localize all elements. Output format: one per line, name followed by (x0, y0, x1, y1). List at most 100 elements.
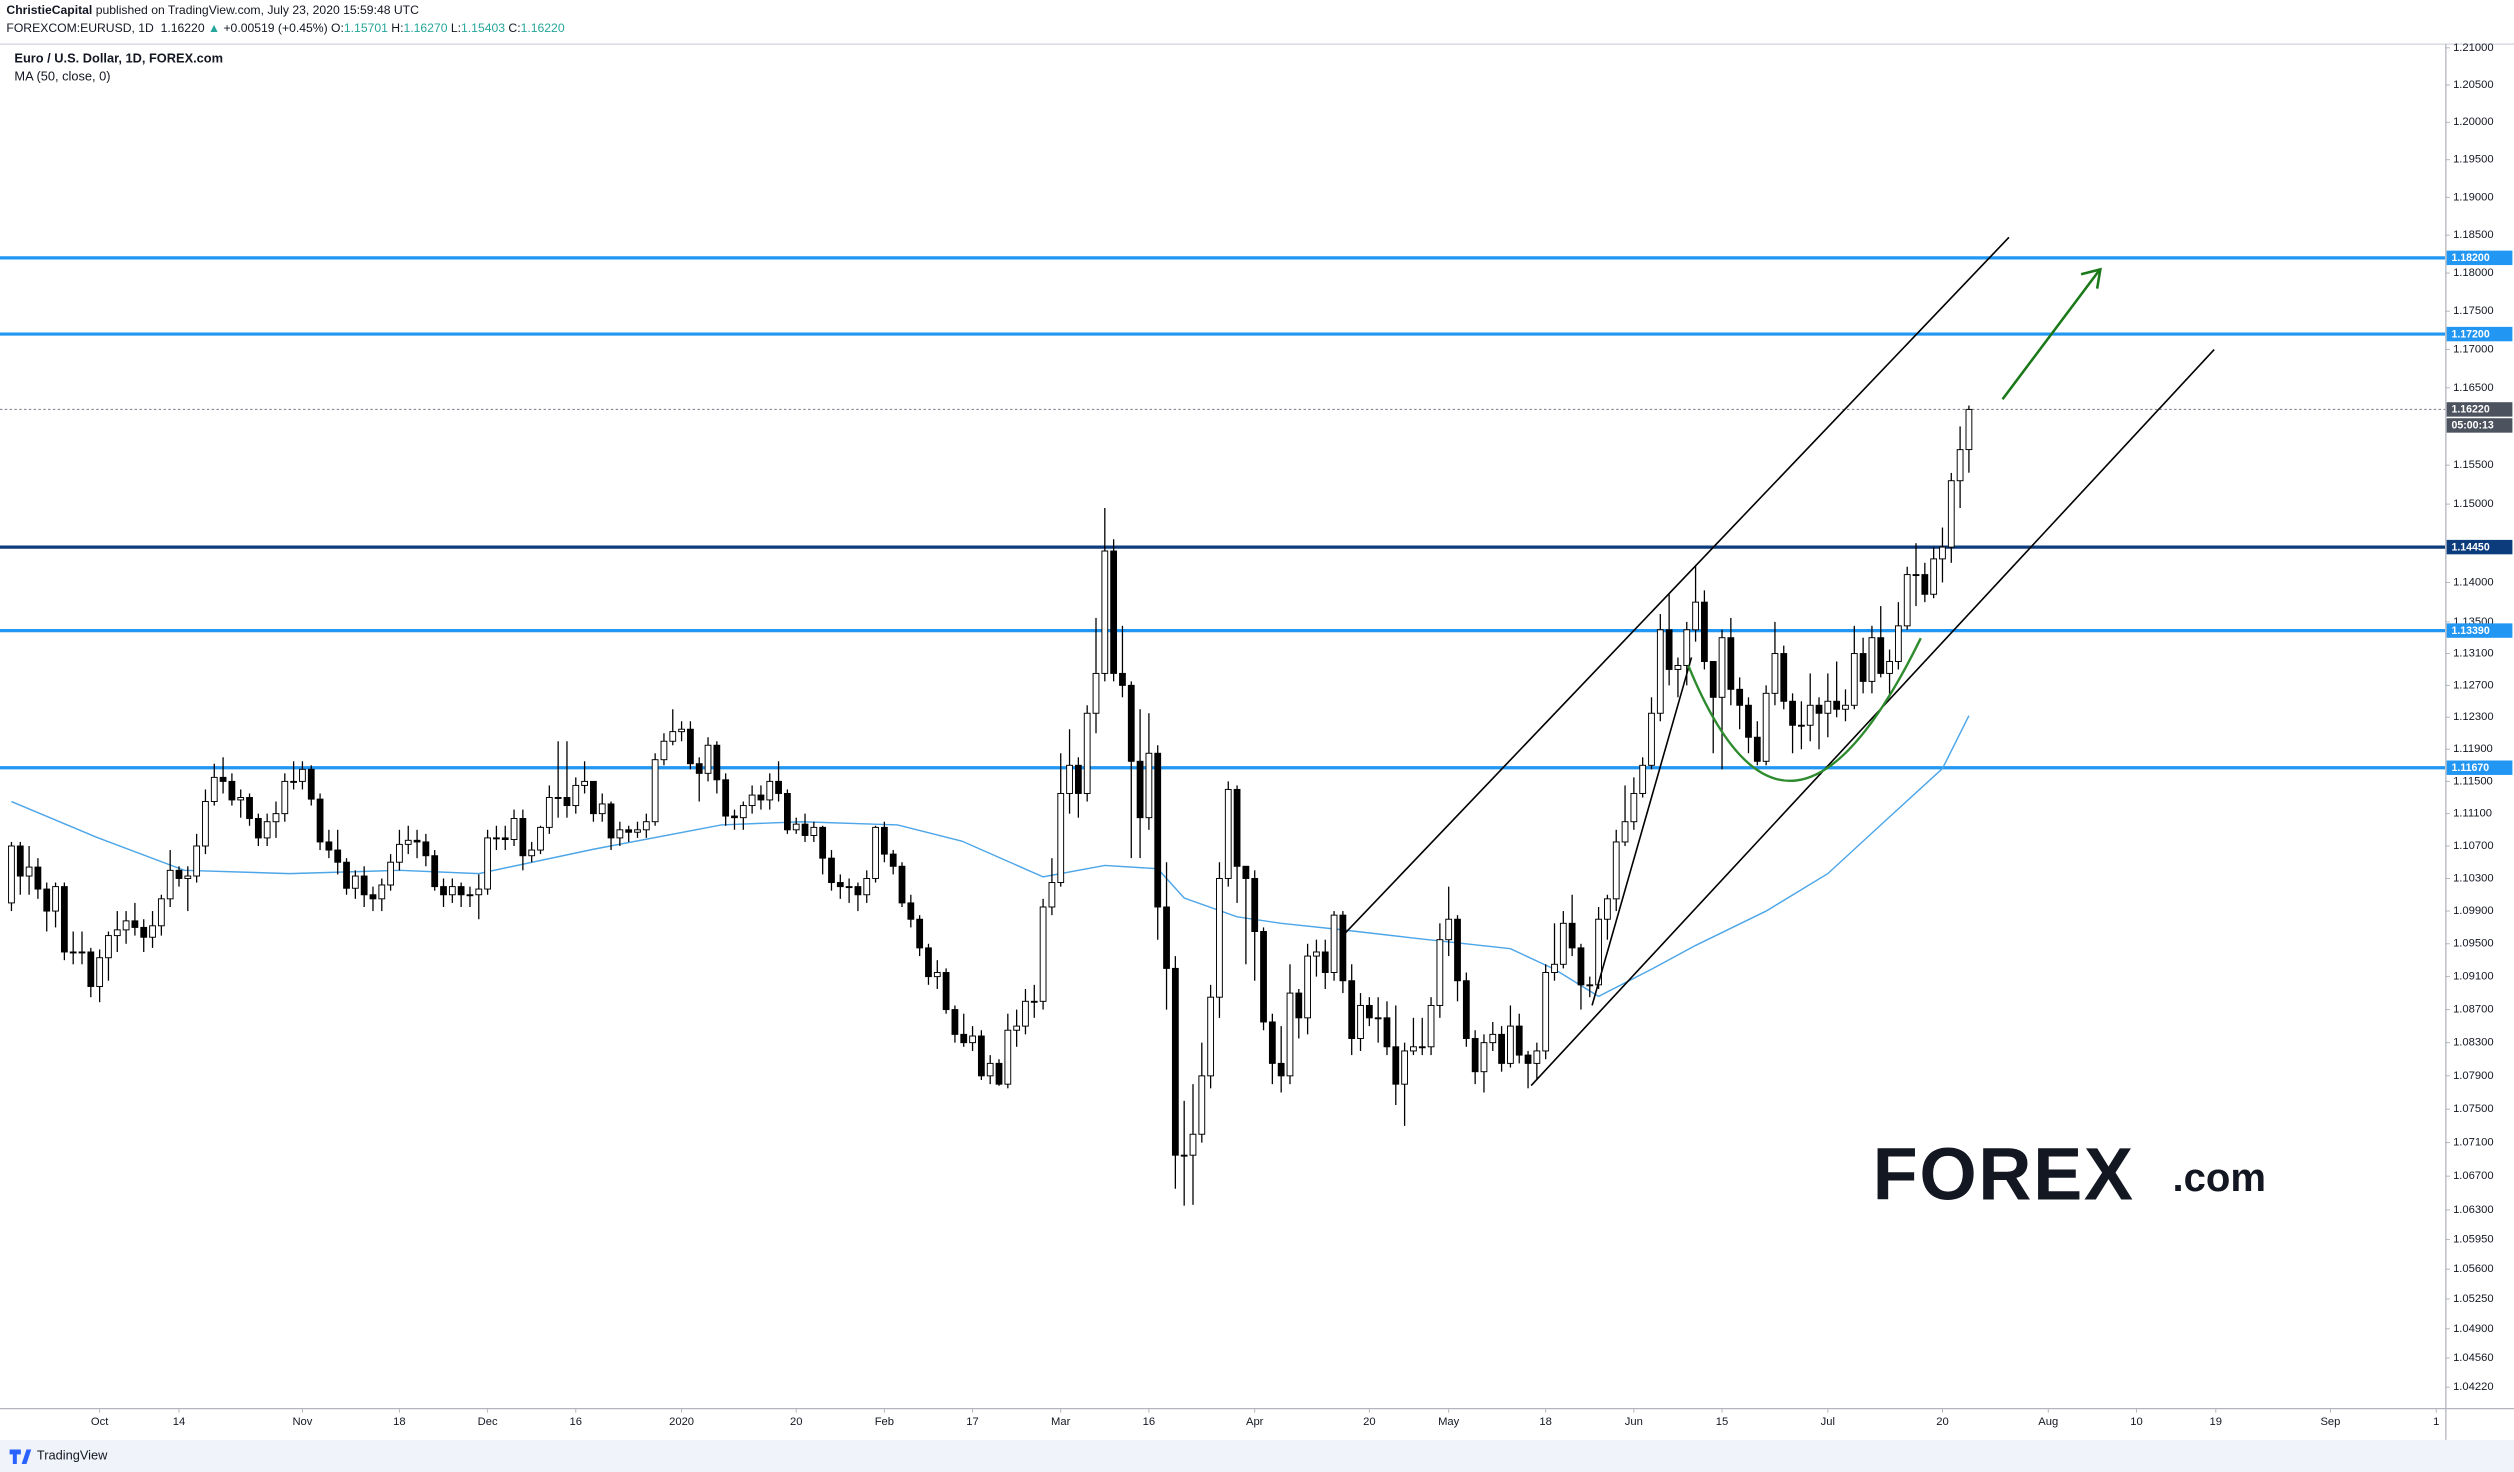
candle-body (792, 823, 800, 831)
candle-body (1180, 1154, 1188, 1157)
candle-body (519, 818, 527, 857)
y-tick-label: 1.19000 (2453, 191, 2494, 203)
candle-body (1762, 692, 1770, 762)
y-tick-label: 1.15500 (2453, 459, 2494, 471)
level-label: 1.14450 (2451, 541, 2489, 553)
candle-body (916, 918, 924, 949)
c-label: C: (508, 21, 520, 35)
candle-body (1304, 955, 1312, 1019)
candle-body (1559, 922, 1567, 965)
y-tick-label: 1.17000 (2453, 343, 2494, 355)
h-label: H: (391, 21, 403, 35)
candle-body (210, 776, 218, 803)
candle-body (1436, 939, 1444, 1006)
cup-arc (1687, 637, 1922, 782)
candle-body (1401, 1050, 1408, 1085)
candle-body (440, 886, 447, 896)
candle-body (1771, 653, 1779, 694)
candle-body (325, 841, 333, 851)
axis-labels: 1.18200 1.17200 1.14450 1.13390 1.11670 1.162… (2446, 250, 2513, 775)
footer-bar (0, 1439, 2514, 1472)
candle-body (1251, 877, 1259, 932)
candle-body (1039, 906, 1047, 1002)
y-tick-label: 1.07900 (2453, 1070, 2494, 1082)
x-tick-label: 1 (2433, 1416, 2439, 1428)
y-tick-label: 1.08300 (2453, 1037, 2494, 1049)
y-tick-label: 1.04560 (2453, 1352, 2494, 1364)
candle-body (898, 865, 906, 904)
y-tick-label: 1.09100 (2453, 971, 2494, 983)
l-label: L: (451, 21, 461, 35)
candle-body (669, 731, 677, 742)
candle-body (775, 780, 782, 794)
h-value: 1.16270 (403, 21, 447, 35)
candle-body (1648, 712, 1655, 766)
candle-body (1824, 700, 1832, 714)
candle-body (431, 855, 439, 888)
y-tick-label: 1.17500 (2453, 305, 2494, 317)
candle-body (581, 780, 588, 786)
level-label: 1.17200 (2451, 328, 2489, 340)
candle-body (739, 805, 747, 819)
countdown-bg (2446, 418, 2513, 433)
candle-body (1074, 764, 1082, 794)
candle-body (933, 972, 941, 978)
candle-body (1639, 764, 1647, 794)
candle-body (1833, 700, 1841, 710)
candle-body (1136, 760, 1144, 819)
candle-body (1286, 992, 1294, 1077)
x-tick-label: Jun (1625, 1416, 1643, 1428)
candle-body (1480, 1042, 1488, 1073)
candle-body (1683, 629, 1691, 666)
candle-body (1806, 704, 1814, 726)
candle-body (1868, 637, 1876, 682)
series (8, 405, 1973, 1206)
level-label: 1.11670 (2451, 762, 2489, 774)
candle-body (687, 728, 694, 765)
candle-body (1048, 882, 1056, 908)
candle-body (1736, 688, 1744, 706)
x-tick-label: 20 (1363, 1416, 1375, 1428)
symbol: FOREXCOM:EURUSD, 1D (6, 21, 154, 35)
x-tick-label: Sep (2320, 1416, 2340, 1428)
candle-body (184, 875, 192, 879)
candle-body (343, 861, 350, 889)
last-price-label: 1.16220 (2451, 404, 2489, 416)
candle-body (510, 818, 518, 840)
candle-body (828, 857, 835, 884)
candle-body (1189, 1133, 1197, 1156)
candle-body (1163, 906, 1170, 969)
candle-body (1604, 898, 1611, 920)
o-label: O: (331, 21, 344, 35)
candle-body (1268, 1021, 1276, 1064)
candle-body (105, 935, 112, 959)
x-tick-label: 20 (1936, 1416, 1948, 1428)
y-tick-label: 1.07500 (2453, 1103, 2494, 1115)
candle-body (254, 818, 262, 839)
candle-body (1612, 841, 1620, 900)
candle-body (16, 845, 24, 877)
candle-body (360, 875, 368, 896)
candle-body (951, 1009, 959, 1035)
legend-symbol: Euro / U.S. Dollar, 1D, FOREX.com (14, 51, 223, 66)
candle-body (810, 826, 818, 836)
y-tick-label: 1.11900 (2453, 743, 2493, 755)
candle-body (1939, 546, 1946, 560)
level-label-bg (2446, 539, 2513, 555)
candle-body (1348, 980, 1356, 1039)
candle-body (1903, 574, 1911, 627)
candle-body (1427, 1004, 1435, 1048)
candle-body (166, 869, 174, 900)
trend-line (1591, 657, 1693, 1006)
y-tick-label: 1.05950 (2453, 1233, 2494, 1245)
candle-body (942, 972, 950, 1011)
watermark-suffix: .com (2172, 1156, 2266, 1200)
y-tick-label: 1.04220 (2453, 1381, 2494, 1393)
candle-body (334, 849, 342, 863)
candle-body (263, 821, 271, 839)
candle-body (563, 797, 571, 807)
candle-body (1894, 625, 1902, 662)
candle-body (1921, 574, 1929, 595)
candle-body (60, 886, 68, 953)
candle-body (1701, 601, 1708, 662)
